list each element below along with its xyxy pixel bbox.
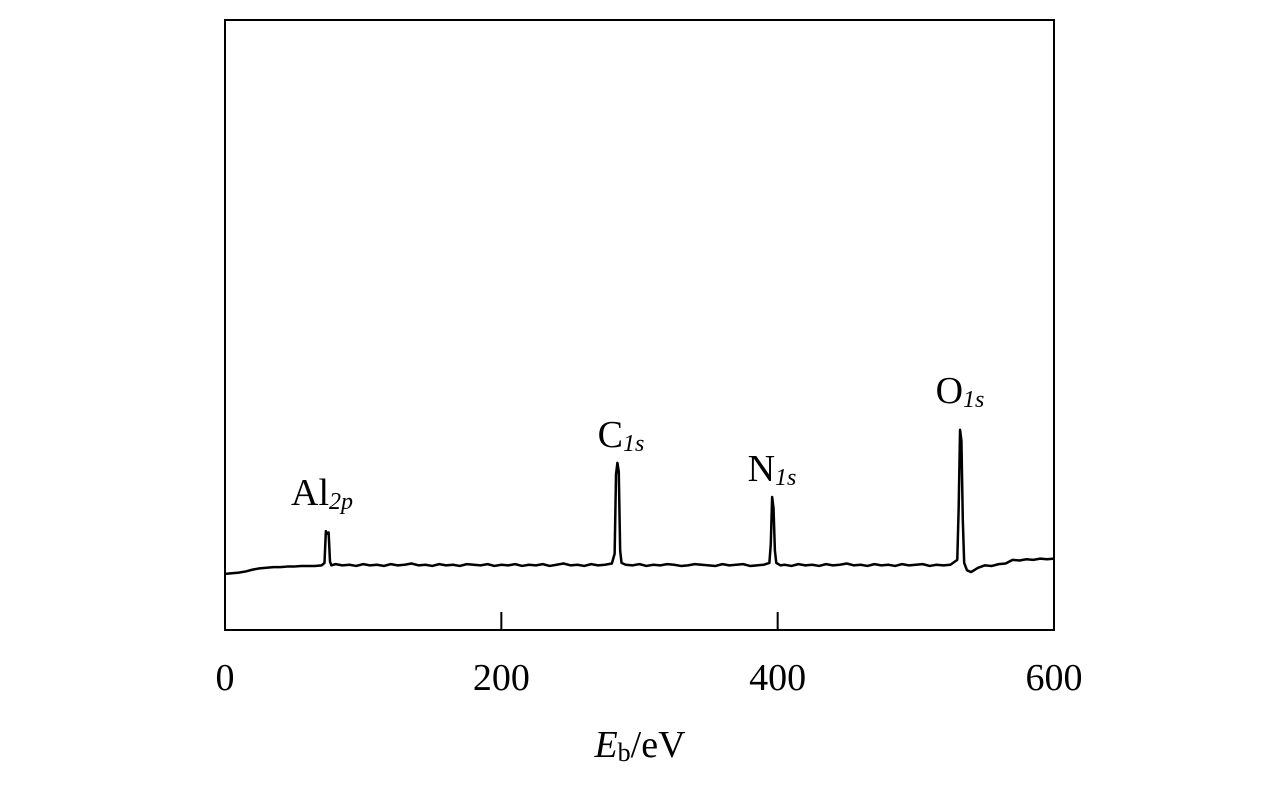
- peak-label: N1s: [748, 448, 797, 491]
- peak-label-text: C: [598, 414, 623, 456]
- x-label-unit: /eV: [631, 724, 686, 766]
- x-label-sub: b: [618, 738, 631, 767]
- plot-frame: [224, 19, 1055, 631]
- peak-label-sub: 1s: [775, 465, 796, 491]
- peak-label: O1s: [936, 370, 985, 413]
- peak-label: C1s: [598, 414, 645, 457]
- x-label-symbol: E: [593, 724, 617, 766]
- peak-label-text: O: [936, 370, 963, 412]
- peak-label-sub: 2p: [329, 489, 353, 515]
- peak-label: Al2p: [291, 472, 353, 515]
- peak-label-text: Al: [291, 472, 329, 514]
- spectrum-line: [224, 428, 1055, 576]
- x-tick-label: 600: [1026, 657, 1083, 699]
- peak-label-text: N: [748, 448, 775, 490]
- x-tick-label: 0: [216, 657, 235, 699]
- peak-label-sub: 1s: [623, 431, 644, 457]
- x-tick-label: 400: [749, 657, 806, 699]
- x-axis-label: Eb/eV: [593, 724, 686, 767]
- x-tick-label: 200: [473, 657, 530, 699]
- peak-label-sub: 1s: [963, 387, 984, 413]
